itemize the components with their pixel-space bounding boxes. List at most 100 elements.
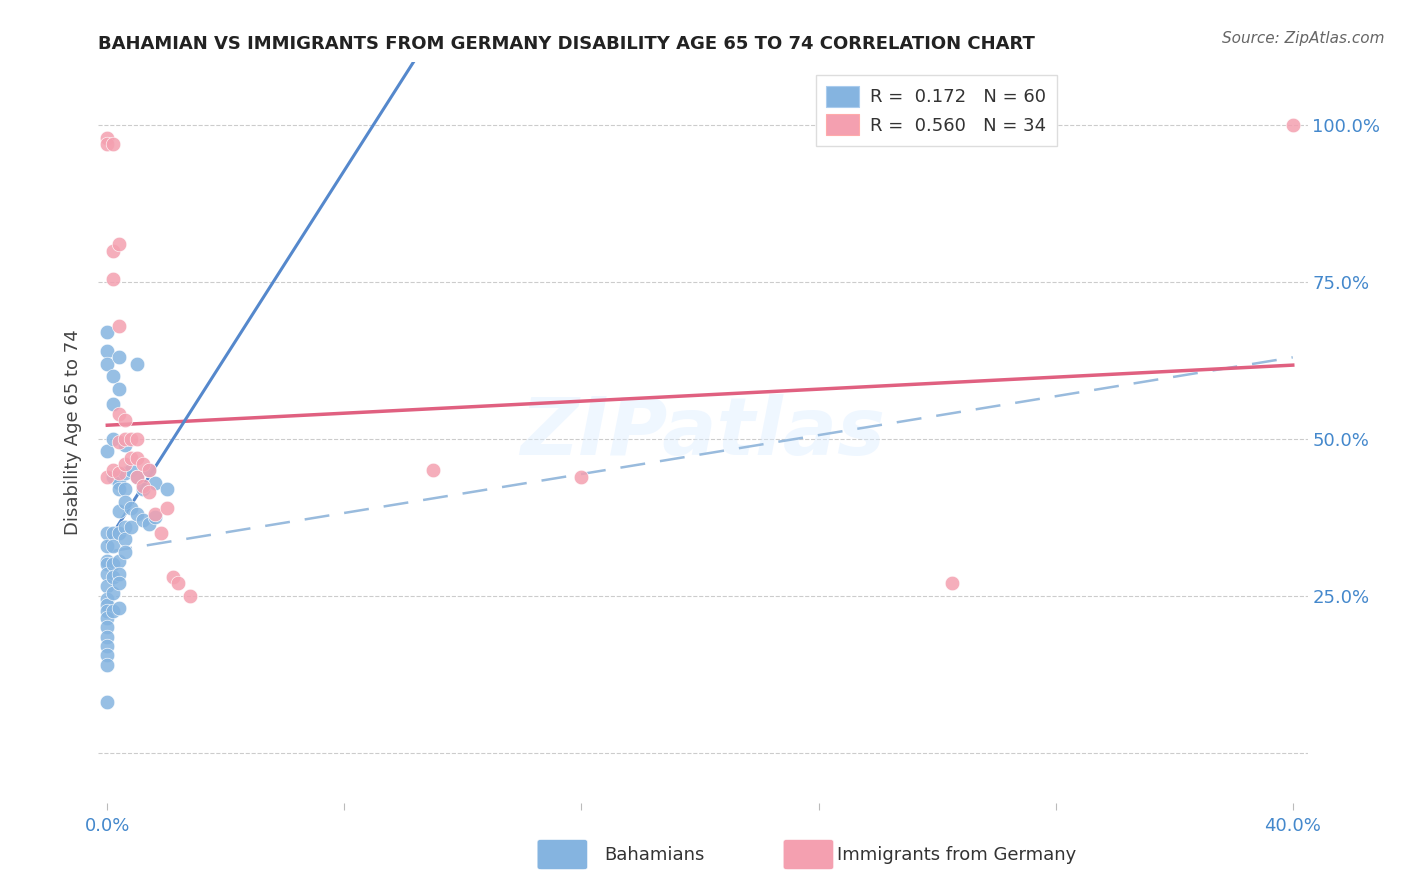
Point xyxy=(422,463,444,477)
Text: Source: ZipAtlas.com: Source: ZipAtlas.com xyxy=(1222,31,1385,46)
Point xyxy=(114,494,136,508)
Point xyxy=(96,639,118,653)
FancyBboxPatch shape xyxy=(537,839,588,870)
Point xyxy=(96,611,118,625)
Point xyxy=(103,526,125,541)
Point xyxy=(941,576,963,591)
Point xyxy=(103,585,125,599)
Y-axis label: Disability Age 65 to 74: Disability Age 65 to 74 xyxy=(65,330,83,535)
Point xyxy=(103,136,125,151)
Point xyxy=(120,450,142,465)
Text: BAHAMIAN VS IMMIGRANTS FROM GERMANY DISABILITY AGE 65 TO 74 CORRELATION CHART: BAHAMIAN VS IMMIGRANTS FROM GERMANY DISA… xyxy=(98,35,1035,53)
Point xyxy=(103,272,125,286)
Point xyxy=(114,520,136,534)
Point xyxy=(143,475,166,490)
Point xyxy=(96,598,118,612)
Point xyxy=(108,318,131,333)
Point xyxy=(179,589,201,603)
Point xyxy=(125,357,148,371)
Point xyxy=(167,576,190,591)
Point xyxy=(103,604,125,618)
Text: ZIPatlas: ZIPatlas xyxy=(520,393,886,472)
Point xyxy=(132,479,155,493)
Point xyxy=(96,344,118,359)
Point xyxy=(103,432,125,446)
Point xyxy=(132,513,155,527)
Point xyxy=(96,558,118,572)
Point xyxy=(96,657,118,672)
Point xyxy=(103,469,125,483)
Point xyxy=(108,576,131,591)
Point xyxy=(125,507,148,521)
Point xyxy=(108,351,131,365)
Point xyxy=(96,630,118,644)
Point xyxy=(571,469,593,483)
Point xyxy=(96,566,118,581)
Point xyxy=(132,457,155,471)
Point xyxy=(108,467,131,481)
Point xyxy=(120,463,142,477)
Point xyxy=(138,516,160,531)
Point xyxy=(114,438,136,452)
Point xyxy=(108,526,131,541)
Text: Immigrants from Germany: Immigrants from Germany xyxy=(837,846,1076,863)
Point xyxy=(96,648,118,663)
Point xyxy=(108,601,131,615)
Point xyxy=(96,554,118,568)
Point xyxy=(120,500,142,515)
Point xyxy=(108,554,131,568)
Point xyxy=(125,450,148,465)
Point xyxy=(108,566,131,581)
Point xyxy=(96,130,118,145)
Point xyxy=(1281,118,1303,132)
Point xyxy=(96,579,118,593)
Point xyxy=(103,463,125,477)
Point xyxy=(114,457,136,471)
Point xyxy=(103,570,125,584)
Point xyxy=(103,369,125,384)
Point xyxy=(114,482,136,496)
Point xyxy=(96,695,118,709)
Point xyxy=(108,237,131,252)
Point xyxy=(162,570,184,584)
Text: Bahamians: Bahamians xyxy=(605,846,704,863)
Point xyxy=(155,500,177,515)
Point xyxy=(138,485,160,500)
Point xyxy=(155,482,177,496)
Point xyxy=(96,325,118,339)
Point xyxy=(96,526,118,541)
Point xyxy=(108,482,131,496)
Point xyxy=(103,244,125,258)
Point xyxy=(143,510,166,524)
Point xyxy=(96,136,118,151)
Point xyxy=(103,558,125,572)
Point xyxy=(108,475,131,490)
Point xyxy=(125,469,148,483)
Point xyxy=(149,526,172,541)
Point xyxy=(132,482,155,496)
Legend: R =  0.172   N = 60, R =  0.560   N = 34: R = 0.172 N = 60, R = 0.560 N = 34 xyxy=(815,75,1057,145)
Point xyxy=(108,435,131,450)
Point xyxy=(96,604,118,618)
Point xyxy=(138,463,160,477)
Point xyxy=(103,397,125,411)
Point xyxy=(114,467,136,481)
Point xyxy=(125,432,148,446)
Point xyxy=(138,463,160,477)
Point xyxy=(96,620,118,634)
Point xyxy=(96,444,118,458)
Point xyxy=(143,507,166,521)
Point xyxy=(114,545,136,559)
FancyBboxPatch shape xyxy=(783,839,834,870)
Point xyxy=(125,469,148,483)
Point xyxy=(120,520,142,534)
Point xyxy=(108,504,131,518)
Point xyxy=(114,413,136,427)
Point xyxy=(108,407,131,421)
Point xyxy=(96,539,118,553)
Point xyxy=(114,533,136,547)
Point xyxy=(96,357,118,371)
Point xyxy=(103,539,125,553)
Point xyxy=(120,432,142,446)
Point xyxy=(114,432,136,446)
